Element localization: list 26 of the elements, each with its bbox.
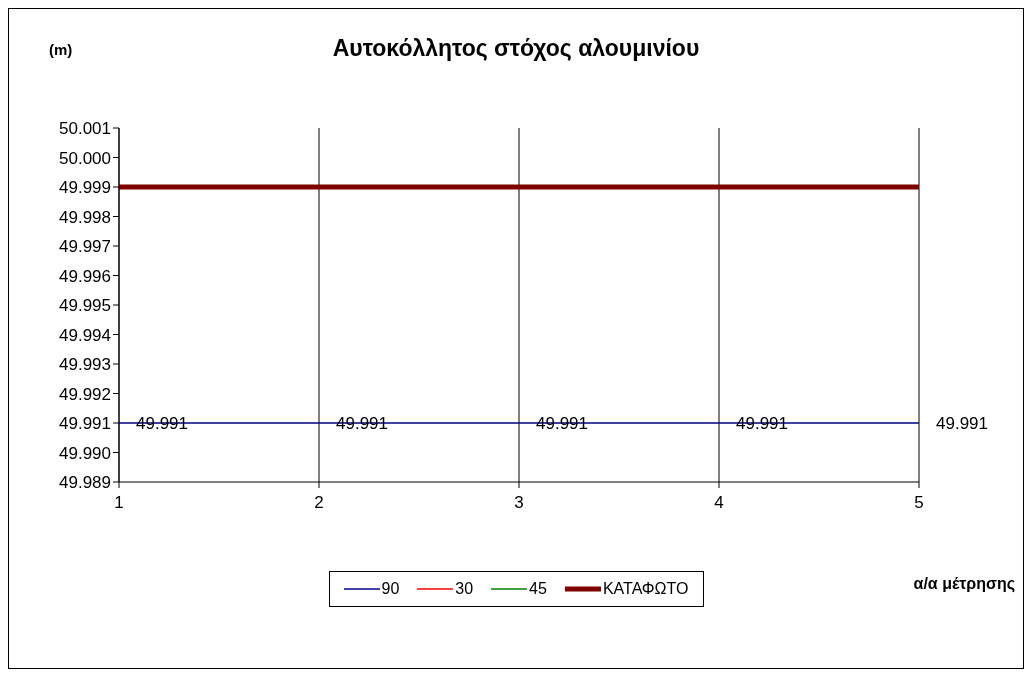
y-tick-label: 49.996 xyxy=(59,266,111,286)
y-tick-label: 50.001 xyxy=(59,119,111,139)
legend-label: 90 xyxy=(380,580,400,598)
y-tick-label: 49.997 xyxy=(59,237,111,257)
y-tick-label: 50.000 xyxy=(59,148,111,168)
x-tick-label: 4 xyxy=(714,493,724,513)
y-tick-label: 49.995 xyxy=(59,296,111,316)
y-tick-label: 49.989 xyxy=(59,473,111,493)
y-tick-label: 49.991 xyxy=(59,414,111,434)
x-tick-label: 5 xyxy=(914,493,924,513)
chart-title: Αυτοκόλλητος στόχος αλουμινίου xyxy=(332,35,700,61)
y-tick-label: 49.994 xyxy=(59,325,111,345)
y-tick-label: 49.992 xyxy=(59,384,111,404)
x-axis-title: α/α μέτρησης xyxy=(913,575,1015,593)
y-axis-title: (m) xyxy=(49,41,73,58)
y-tick-label: 49.990 xyxy=(59,443,111,463)
data-label: 49.991 xyxy=(936,414,988,433)
legend-label: 30 xyxy=(454,580,474,598)
legend-label: 45 xyxy=(528,580,547,598)
y-tick-label: 49.999 xyxy=(59,178,111,198)
x-tick-label: 2 xyxy=(314,493,324,513)
x-tick-label: 1 xyxy=(114,493,124,513)
y-tick-label: 49.993 xyxy=(59,355,111,375)
y-tick-label: 49.998 xyxy=(59,207,111,227)
x-tick-label: 3 xyxy=(514,493,524,513)
legend-label: ΚΑΤΑΦΩΤΟ xyxy=(601,580,689,598)
